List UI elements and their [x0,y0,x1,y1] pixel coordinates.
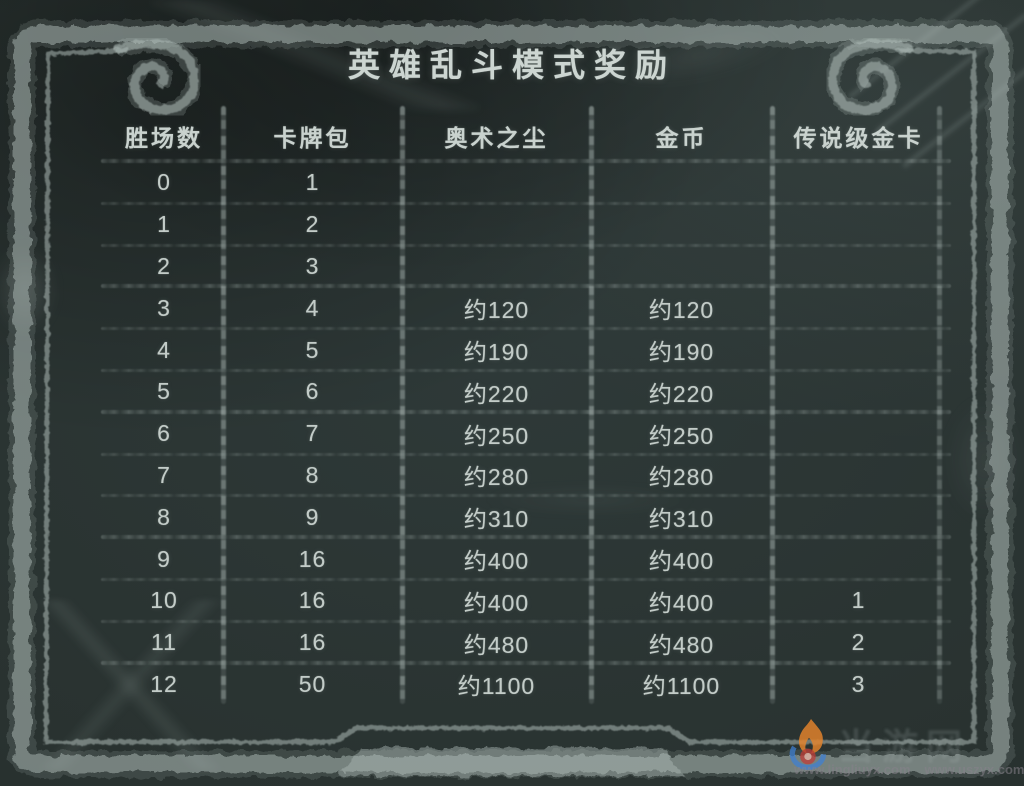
table-cell: 7 [157,461,171,488]
table-row: 10 16 约400 约400 1 [101,580,951,623]
table-cell: 约1100 [457,673,536,700]
column-header: 胜场数 [125,125,203,151]
table-row: 11 16 约480 约480 2 [101,622,951,665]
table-cell: 约400 [463,548,530,575]
table-cell: 约280 [648,464,715,491]
table-row: 3 4 约120 约120 [101,287,951,331]
table-cell: 9 [305,503,320,530]
table-cell: 3 [851,670,866,697]
table-cell: 5 [305,336,320,363]
watermark-urls: www.lingliuyx.com www.uszyx.com [794,762,1024,777]
table-header-row: 胜场数 卡牌包 奥术之尘 金币 传说级金卡 [101,110,951,163]
column-header: 传说级金卡 [793,125,924,151]
table-cell: 3 [157,294,171,321]
table-cell: 约480 [463,631,530,658]
table-cell: 10 [150,587,178,614]
table-cell: 6 [157,420,171,447]
table-row: 12 50 约1100 约1100 3 [105,664,945,706]
column-header: 卡牌包 [273,125,352,151]
page-title: 英雄乱斗模式奖励 [347,47,676,83]
table-cell: 6 [305,378,320,405]
table-row: 6 7 约250 约250 [101,413,951,456]
table-body: 0 1 1 2 2 3 3 4 约120 约120 4 5 约190 约190 5 6 约220 约220 6 7 约2… [101,162,951,706]
table-cell: 11 [151,629,177,656]
table-cell: 8 [305,461,320,488]
chalk-smudge [0,225,70,355]
table-cell: 7 [305,420,320,447]
table-cell: 约220 [463,380,530,407]
bottom-plinth-ornament [338,748,686,776]
table-cell: 约120 [463,297,530,324]
table-cell: 8 [157,503,171,530]
table-cell: 约480 [648,631,715,658]
table-cell: 约190 [648,339,715,366]
table-cell: 约400 [648,589,715,616]
table-cell: 约220 [648,380,715,407]
table-cell: 约250 [463,422,530,449]
table-cell: 5 [157,378,171,405]
table-row: 5 6 约220 约220 [101,371,951,414]
table-cell: 约250 [648,422,715,449]
table-row: 9 16 约400 约400 [101,538,951,581]
table-cell: 约120 [648,297,715,324]
table-cell: 1 [851,587,866,614]
table-cell: 2 [305,211,320,238]
table-cell: 约190 [463,339,530,366]
site-watermark: 当游网 www.lingliuyx.com www.uszyx.com [786,716,1024,786]
table-cell: 约310 [463,506,530,533]
table-cell: 2 [157,252,171,279]
table-cell: 4 [157,336,171,363]
table-row: 4 5 约190 约190 [101,329,951,372]
table-cell: 1 [157,211,171,238]
table-cell: 约1100 [642,673,721,700]
table-cell: 0 [157,169,171,196]
table-row: 8 9 约310 约310 [101,496,951,540]
table-cell: 16 [298,629,327,656]
table-cell: 1 [305,169,320,196]
column-header: 金币 [655,125,708,151]
watermark-url-left: www.lingliuyx.com [794,762,911,777]
table-cell: 50 [298,670,327,697]
table-cell: 约280 [463,464,530,491]
table-cell: 4 [305,294,320,321]
table-cell: 3 [305,252,320,279]
table-cell: 2 [851,629,866,656]
table-cell: 16 [298,587,327,614]
table-cell: 12 [150,670,178,697]
column-header: 奥术之尘 [444,125,549,151]
table-cell: 9 [157,545,171,572]
table-cell: 约400 [648,548,715,575]
table-cell: 约310 [648,506,715,533]
table-cell: 16 [298,545,327,572]
table-cell: 约400 [463,589,530,616]
watermark-url-right: www.uszyx.com [924,762,1024,777]
table-row: 7 8 约280 约280 [101,455,951,498]
rewards-table: 胜场数 卡牌包 奥术之尘 金币 传说级金卡 0 1 1 2 2 3 3 4 约120 约120 4 5 约190… [101,106,951,706]
